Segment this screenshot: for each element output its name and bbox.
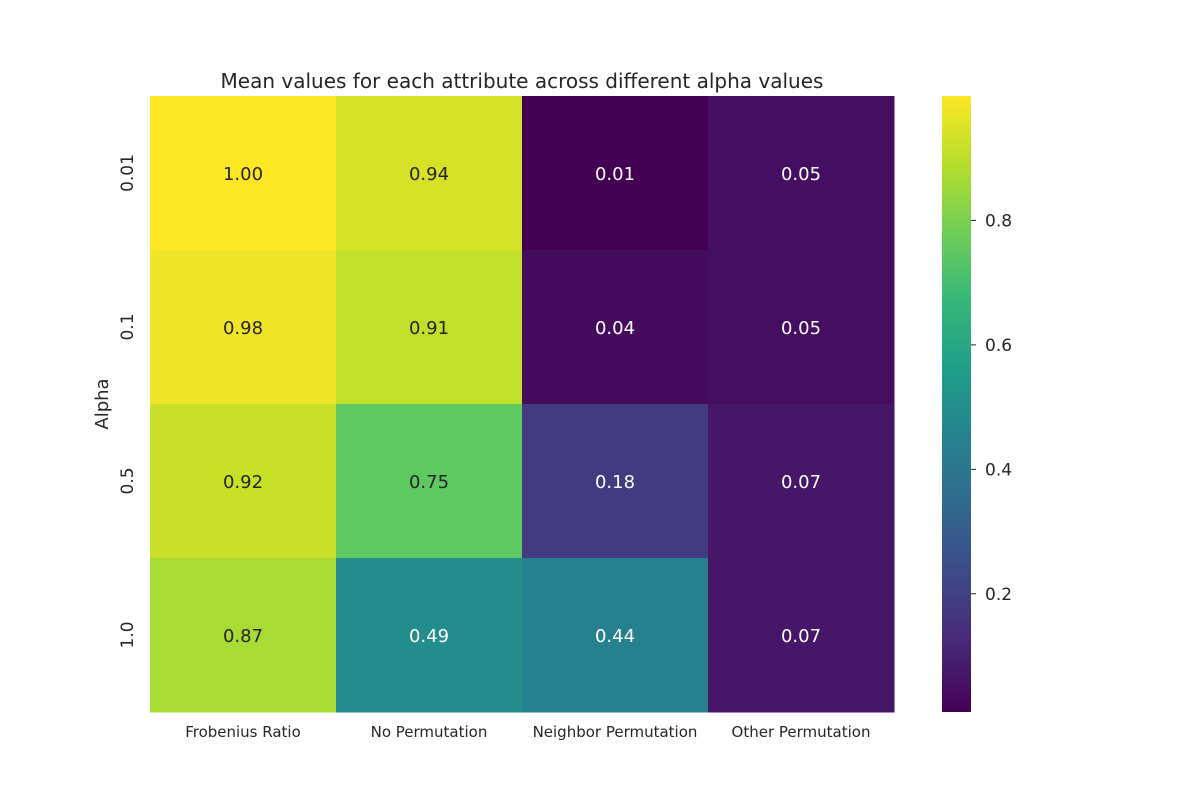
heatmap-cell [150, 558, 337, 713]
x-tick-labels: Frobenius Ratio No Permutation Neighbor Pe… [185, 723, 870, 741]
heatmap-cell [522, 404, 709, 559]
heatmap-cell [336, 250, 523, 405]
colorbar-tick-label: 0.8 [985, 211, 1012, 231]
heatmap-cell [522, 558, 709, 713]
heatmap-cell [708, 96, 895, 251]
y-tick-label: 1.0 [118, 621, 138, 648]
cell-value-label: 0.92 [223, 472, 263, 493]
heatmap-cell [150, 404, 337, 559]
x-tick-label: Other Permutation [732, 723, 871, 741]
heatmap-cell [708, 404, 895, 559]
heatmap-cell [336, 404, 523, 559]
colorbar-tick-label: 0.4 [985, 460, 1012, 480]
heatmap-cell-labels: 1.00 0.94 0.01 0.05 0.98 0.91 0.04 0.05 0.92 0.75… [223, 164, 821, 647]
heatmap-cell [336, 96, 523, 251]
y-tick-label: 0.01 [118, 154, 138, 192]
cell-value-label: 0.05 [781, 164, 821, 185]
y-tick-labels: 0.01 0.1 0.5 1.0 [118, 154, 138, 648]
cell-value-label: 0.18 [595, 472, 635, 493]
cell-value-label: 0.94 [409, 164, 449, 185]
heatmap-cell [150, 250, 337, 405]
y-tick-label: 0.1 [118, 313, 138, 340]
heatmap-cell [522, 96, 709, 251]
chart-title: Mean values for each attribute across di… [221, 69, 824, 93]
cell-value-label: 0.05 [781, 318, 821, 339]
y-tick-label: 0.5 [118, 467, 138, 494]
cell-value-label: 0.98 [223, 318, 263, 339]
heatmap-cells [150, 96, 895, 713]
x-tick-label: Neighbor Permutation [533, 723, 698, 741]
y-axis-label: Alpha [92, 378, 113, 429]
colorbar: 0.2 0.4 0.6 0.8 [942, 96, 1012, 712]
x-tick-label: Frobenius Ratio [185, 723, 301, 741]
colorbar-tick-label: 0.2 [985, 585, 1012, 605]
cell-value-label: 0.91 [409, 318, 449, 339]
cell-value-label: 0.07 [781, 626, 821, 647]
cell-value-label: 0.04 [595, 318, 635, 339]
cell-value-label: 1.00 [223, 164, 263, 185]
cell-value-label: 0.75 [409, 472, 449, 493]
heatmap-cell [336, 558, 523, 713]
heatmap-cell [708, 558, 895, 713]
cell-value-label: 0.87 [223, 626, 263, 647]
heatmap-cell [522, 250, 709, 405]
cell-value-label: 0.01 [595, 164, 635, 185]
heatmap-cell [150, 96, 337, 251]
heatmap-cell [708, 250, 895, 405]
cell-value-label: 0.07 [781, 472, 821, 493]
cell-value-label: 0.44 [595, 626, 635, 647]
colorbar-tick-label: 0.6 [985, 336, 1012, 356]
cell-value-label: 0.49 [409, 626, 449, 647]
colorbar-gradient [942, 96, 971, 712]
x-tick-label: No Permutation [371, 723, 488, 741]
